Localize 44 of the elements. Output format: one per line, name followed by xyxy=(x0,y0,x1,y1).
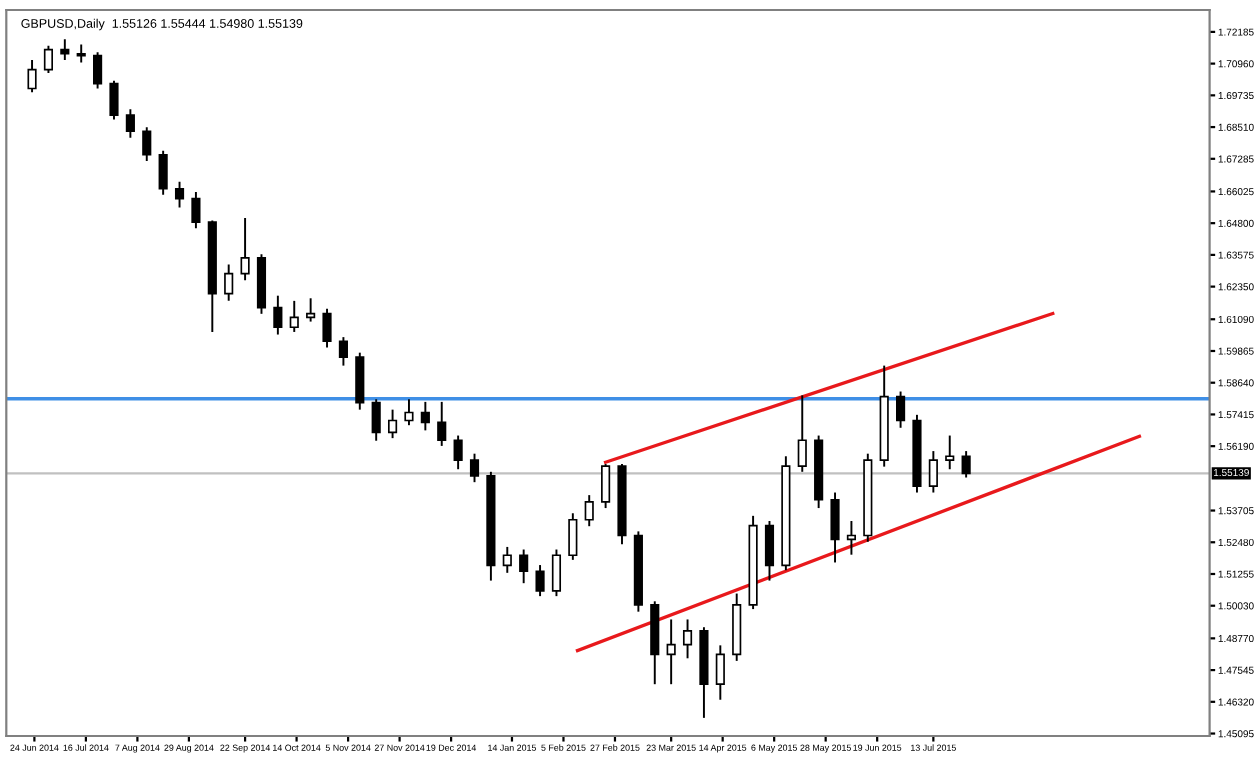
candlestick xyxy=(322,307,332,349)
candlestick xyxy=(338,336,348,367)
candlestick xyxy=(158,149,168,196)
candlestick xyxy=(387,408,398,440)
candlestick xyxy=(142,126,152,162)
candlestick xyxy=(43,44,54,74)
candlestick xyxy=(682,618,693,660)
candlestick xyxy=(666,618,676,686)
candlestick xyxy=(519,548,529,585)
candlestick xyxy=(174,180,185,209)
candlestick xyxy=(945,434,955,471)
candlestick xyxy=(797,394,807,473)
candlestick xyxy=(306,297,316,323)
candlestick xyxy=(437,400,447,447)
candlestick xyxy=(76,43,86,64)
candlestick xyxy=(535,564,545,598)
candlestick xyxy=(830,491,840,564)
candlestick xyxy=(27,59,37,94)
candlestick xyxy=(404,398,414,427)
candlestick xyxy=(191,191,201,230)
candlestick xyxy=(60,38,70,61)
candlestick xyxy=(93,51,103,90)
candlestick xyxy=(601,463,611,510)
candlestick xyxy=(715,644,725,701)
candlestick xyxy=(928,450,938,494)
candlestick xyxy=(764,520,775,582)
candlestick xyxy=(109,79,119,121)
candlestick xyxy=(551,548,562,598)
candlestick xyxy=(371,398,381,442)
candlestick xyxy=(355,351,365,411)
candlestick xyxy=(469,452,480,484)
candlestick xyxy=(289,299,299,333)
candlestick xyxy=(240,217,250,282)
candlestick xyxy=(224,263,234,302)
candlestick xyxy=(420,400,430,432)
candlestick xyxy=(846,520,856,556)
candlestick xyxy=(125,108,135,139)
candlestick xyxy=(453,434,463,471)
candlestick xyxy=(273,294,283,336)
candlestick xyxy=(568,512,578,561)
candlestick xyxy=(584,494,594,528)
candlestick xyxy=(896,390,906,429)
candlestick xyxy=(961,450,971,479)
candlestick xyxy=(502,545,512,574)
